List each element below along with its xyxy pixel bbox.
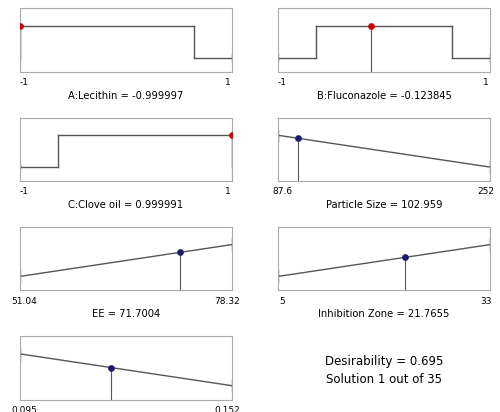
Text: 252: 252 [478,187,494,197]
Text: 1: 1 [224,187,230,197]
Text: 0.152: 0.152 [214,406,240,412]
Text: 5: 5 [280,297,285,306]
Text: -1: -1 [278,78,287,87]
Text: Desirability = 0.695: Desirability = 0.695 [325,355,444,368]
Text: Inhibition Zone = 21.7655: Inhibition Zone = 21.7655 [318,309,450,319]
Text: Solution 1 out of 35: Solution 1 out of 35 [326,373,442,386]
Text: 1: 1 [483,78,488,87]
Text: A:Lecithin = -0.999997: A:Lecithin = -0.999997 [68,91,184,101]
Text: B:Fluconazole = -0.123845: B:Fluconazole = -0.123845 [316,91,452,101]
Text: 78.32: 78.32 [214,297,240,306]
Text: 33: 33 [480,297,492,306]
Text: EE = 71.7004: EE = 71.7004 [92,309,160,319]
Text: 0.095: 0.095 [12,406,37,412]
Text: C:Clove oil = 0.999991: C:Clove oil = 0.999991 [68,200,184,210]
Text: -1: -1 [20,78,28,87]
Text: 87.6: 87.6 [272,187,292,197]
Text: Particle Size = 102.959: Particle Size = 102.959 [326,200,442,210]
Text: -1: -1 [20,187,28,197]
Text: 51.04: 51.04 [12,297,37,306]
Text: 1: 1 [224,78,230,87]
